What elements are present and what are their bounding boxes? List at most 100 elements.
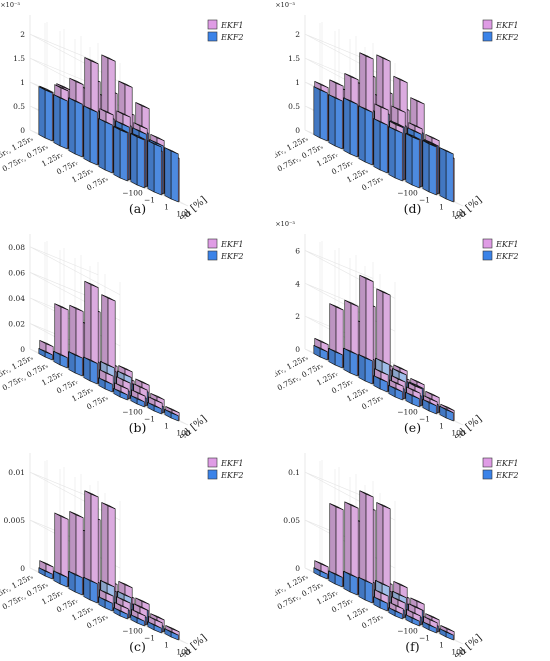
ekf2-bar — [113, 607, 128, 620]
x-ticks: −100−1 1 100 — [397, 408, 466, 438]
z-tick-label: 0.05 — [283, 516, 300, 525]
legend-ekf2: EKF2 — [495, 33, 518, 42]
ekf1-bar — [329, 502, 344, 587]
x-tick-label: 100 — [451, 210, 466, 219]
panel-label: (d) — [404, 201, 422, 216]
bars — [38, 490, 180, 641]
z-tick-label: 2 — [20, 30, 25, 39]
z-ticks: 0 0.005 0.01 — [4, 468, 26, 573]
z-tick-label: 2 — [295, 312, 300, 321]
ekf2-bar — [343, 347, 358, 377]
x-tick-label: −1 — [419, 415, 430, 424]
ekf1-bar — [359, 490, 374, 603]
ekf2-bar — [405, 614, 420, 627]
ekf2-bar — [83, 356, 98, 385]
panel-label: (a) — [129, 201, 146, 216]
z-ticks: 0 0.05 0.1 — [283, 468, 300, 573]
z-exponent: ×10⁻³ — [275, 220, 295, 228]
ekf1-swatch — [207, 457, 218, 468]
ekf2-bar — [113, 126, 128, 182]
ekf2-swatch — [482, 469, 493, 480]
ekf2-bar — [358, 105, 373, 166]
ekf2-swatch — [207, 31, 218, 42]
x-tick-label: 100 — [176, 210, 191, 219]
z-tick-label: 0 — [20, 345, 25, 354]
ekf2-bar — [53, 570, 68, 588]
ekf2-bar — [373, 596, 388, 612]
ekf2-swatch — [482, 250, 493, 261]
ekf2-bar — [373, 375, 388, 393]
ekf2-bar — [328, 347, 343, 369]
ekf2-bar — [38, 567, 53, 580]
legend-ekf2: EKF2 — [220, 252, 243, 261]
ekf2-bar — [53, 94, 68, 150]
legend-ekf1: EKF1 — [220, 459, 243, 468]
legend: EKF1 EKF2 — [207, 238, 243, 261]
ekf1-bar — [344, 501, 359, 595]
ekf2-bar — [313, 86, 328, 142]
z-tick-label: 1 — [20, 78, 25, 87]
ekf2-bar — [328, 570, 343, 588]
ekf2-bar — [313, 344, 328, 361]
ekf2-bar — [147, 621, 162, 634]
ekf1-swatch — [207, 19, 218, 30]
z-tick-label: 0.08 — [8, 243, 25, 252]
chart-panel-b: 00.020.040.060.08δi_{sA} [-]−100−11100Sp… — [0, 219, 275, 455]
chart-svg: 00.020.040.060.08δi_{sA} [-]−100−11100Sp… — [0, 234, 243, 455]
ekf2-bar — [343, 570, 358, 596]
ekf2-bar — [405, 391, 420, 408]
bars — [313, 52, 455, 203]
legend: EKF1 EKF2 — [207, 19, 243, 42]
ekf2-bar — [130, 133, 145, 189]
ekf1-bar — [406, 609, 421, 626]
ekf2-bar — [147, 401, 162, 415]
bars — [313, 490, 455, 641]
panel-label: (b) — [129, 420, 147, 435]
ekf2-bar — [388, 607, 403, 620]
ekf2-bar — [405, 133, 420, 189]
ekf2-bar — [130, 394, 145, 408]
x-tick-label: −100 — [397, 627, 418, 636]
chart-svg: 00.511.52×10⁻³δi_{sB} [-]−100−11100Speed… — [259, 1, 518, 236]
legend-ekf2: EKF2 — [220, 471, 243, 480]
legend-ekf1: EKF1 — [495, 240, 518, 249]
z-tick-label: 0 — [20, 564, 25, 573]
ekf2-bar — [313, 567, 328, 580]
ekf2-bar — [164, 628, 179, 641]
ekf2-swatch — [482, 31, 493, 42]
x-tick-label: −1 — [144, 196, 155, 205]
x-tick-label: 1 — [164, 203, 169, 212]
x-tick-label: 100 — [176, 648, 191, 657]
ekf1-bar — [84, 280, 99, 384]
x-tick-label: −100 — [122, 627, 143, 636]
legend: EKF1 EKF2 — [482, 19, 518, 42]
ekf2-bar — [68, 97, 83, 158]
ekf2-bar — [83, 576, 98, 604]
ekf2-bar — [388, 384, 403, 401]
x-tick-label: 1 — [164, 641, 169, 650]
panel-label: (c) — [129, 639, 146, 654]
z-ticks: 0 0.5 1 1.5 2 — [13, 30, 25, 135]
x-tick-label: 100 — [176, 429, 191, 438]
chart-panel-d: 00.511.52×10⁻³δi_{sB} [-]−100−11100Speed… — [259, 0, 550, 236]
ekf2-bar — [439, 628, 454, 641]
ekf2-bar — [38, 347, 53, 361]
z-tick-label: 0.02 — [8, 319, 25, 328]
x-tick-label: −1 — [419, 196, 430, 205]
ekf2-bar — [68, 570, 83, 596]
z-tick-label: 0.01 — [8, 468, 25, 477]
x-tick-label: −1 — [144, 634, 155, 643]
ekf1-bar — [376, 501, 391, 610]
x-ticks: −100−1 1 100 — [397, 189, 466, 219]
ekf2-bar — [422, 140, 437, 196]
ekf1-bar — [359, 274, 374, 384]
x-ticks: −100−1 1 100 — [122, 189, 191, 219]
z-tick-label: 2 — [295, 30, 300, 39]
ekf2-bar — [53, 350, 68, 369]
x-ticks: −100−1 1 100 — [397, 627, 466, 657]
legend-ekf1: EKF1 — [220, 21, 243, 30]
ekf2-bar — [388, 126, 403, 182]
panel-label: (e) — [404, 420, 421, 435]
